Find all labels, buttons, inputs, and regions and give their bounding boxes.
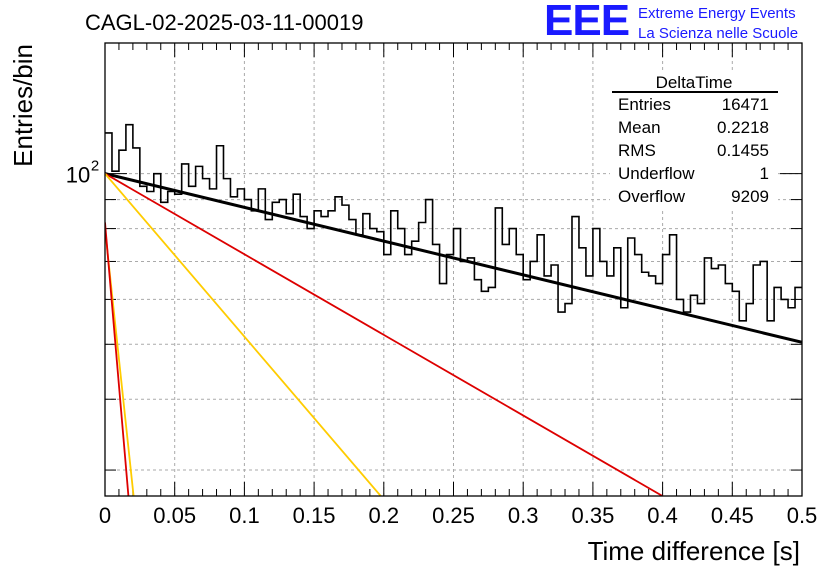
y-tick-label-exponent: 2 [91,158,99,175]
x-tick-label: 0.45 [711,503,754,528]
plot-frame [104,42,803,497]
fit-line-fit-total [105,172,802,344]
x-tick-label: 0.5 [787,503,818,528]
stats-label: Mean [618,118,661,137]
stats-value: 0.1455 [717,141,769,160]
eee-logo: EEE [544,0,630,45]
logo-line-2: La Scienza nelle Scuole [638,25,799,42]
x-tick-label: 0.4 [647,503,678,528]
stats-box-title: DeltaTime [656,73,733,92]
x-tick-label: 0.1 [229,503,260,528]
stats-label: Overflow [618,187,686,206]
x-tick-label: 0.35 [571,503,614,528]
x-tick-label: 0.2 [369,503,400,528]
fit-line-component-red [105,172,663,496]
fit-line-component-red [105,222,130,496]
stats-box [610,70,778,210]
x-tick-label: 0.15 [293,503,336,528]
fit-line-component-orange [105,173,382,496]
stats-label: Underflow [618,164,695,183]
stats-value: 9209 [731,187,769,206]
y-tick-label-mantissa: 10 [66,163,90,188]
stats-value: 0.2218 [717,118,769,137]
histogram-outline [105,123,802,322]
x-tick-label: 0.25 [432,503,475,528]
chart-title: CAGL-02-2025-03-11-00019 [85,10,364,35]
stats-value: 1 [760,164,769,183]
stats-value: 16471 [722,95,769,114]
stats-label: RMS [618,141,656,160]
x-tick-label: 0.05 [153,503,196,528]
logo-line-1: Extreme Energy Events [638,5,796,22]
x-axis-label: Time difference [s] [588,536,800,566]
stats-label: Entries [618,95,671,114]
y-axis-label: Entries/bin [8,44,38,167]
x-tick-label: 0.3 [508,503,539,528]
x-tick-label: 0 [99,503,111,528]
